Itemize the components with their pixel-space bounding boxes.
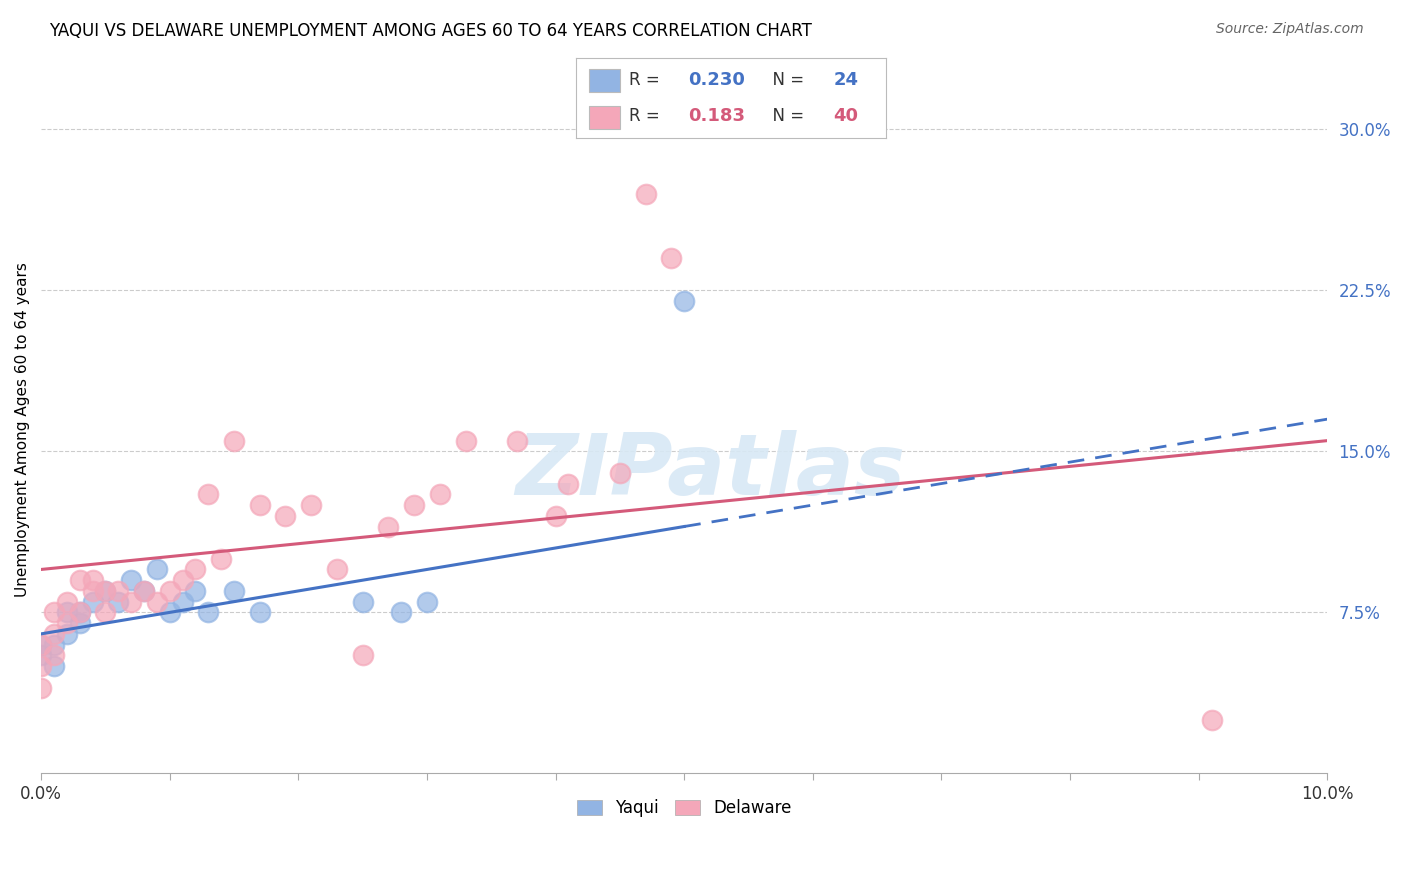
Point bbox=[30, 659, 52, 673]
Point bbox=[184, 562, 207, 576]
Point bbox=[1201, 713, 1223, 727]
Point bbox=[30, 681, 52, 695]
Point bbox=[107, 583, 129, 598]
Point bbox=[82, 595, 104, 609]
Text: Source: ZipAtlas.com: Source: ZipAtlas.com bbox=[1216, 22, 1364, 37]
Point bbox=[56, 606, 79, 620]
Point bbox=[94, 583, 117, 598]
Text: 0.230: 0.230 bbox=[688, 71, 745, 89]
Point bbox=[42, 659, 65, 673]
Point bbox=[506, 434, 529, 448]
Point bbox=[249, 498, 271, 512]
Point bbox=[107, 595, 129, 609]
Point bbox=[197, 487, 219, 501]
Text: ZIPatlas: ZIPatlas bbox=[515, 430, 905, 513]
Text: R =: R = bbox=[628, 71, 665, 89]
Point bbox=[82, 573, 104, 587]
Point bbox=[659, 251, 682, 265]
Point bbox=[132, 583, 155, 598]
Point bbox=[544, 508, 567, 523]
Point bbox=[82, 583, 104, 598]
Point bbox=[42, 606, 65, 620]
Text: N =: N = bbox=[762, 71, 810, 89]
Point bbox=[197, 606, 219, 620]
Point bbox=[42, 638, 65, 652]
Text: 0.183: 0.183 bbox=[688, 107, 745, 125]
Point bbox=[326, 562, 349, 576]
Point bbox=[404, 498, 426, 512]
Point bbox=[634, 186, 657, 201]
Point bbox=[389, 606, 412, 620]
Y-axis label: Unemployment Among Ages 60 to 64 years: Unemployment Among Ages 60 to 64 years bbox=[15, 262, 30, 598]
Text: N =: N = bbox=[762, 107, 810, 125]
Point bbox=[249, 606, 271, 620]
Point bbox=[42, 648, 65, 663]
Bar bbox=[589, 106, 620, 128]
Point bbox=[30, 638, 52, 652]
Text: 40: 40 bbox=[834, 107, 858, 125]
Text: YAQUI VS DELAWARE UNEMPLOYMENT AMONG AGES 60 TO 64 YEARS CORRELATION CHART: YAQUI VS DELAWARE UNEMPLOYMENT AMONG AGE… bbox=[49, 22, 813, 40]
Point bbox=[454, 434, 477, 448]
Point bbox=[557, 476, 579, 491]
Point bbox=[172, 595, 194, 609]
Point bbox=[132, 583, 155, 598]
Point bbox=[209, 551, 232, 566]
Point bbox=[377, 519, 399, 533]
Point bbox=[30, 638, 52, 652]
Point bbox=[94, 583, 117, 598]
Point bbox=[222, 434, 245, 448]
Point bbox=[222, 583, 245, 598]
Point bbox=[673, 294, 696, 309]
Point bbox=[146, 562, 169, 576]
Point bbox=[609, 466, 631, 480]
Point bbox=[42, 627, 65, 641]
Point bbox=[429, 487, 451, 501]
Point bbox=[56, 627, 79, 641]
Point bbox=[56, 616, 79, 631]
Point bbox=[69, 573, 91, 587]
Point bbox=[416, 595, 439, 609]
Point bbox=[172, 573, 194, 587]
Text: 24: 24 bbox=[834, 71, 858, 89]
Point bbox=[146, 595, 169, 609]
Point bbox=[274, 508, 297, 523]
Point bbox=[299, 498, 322, 512]
Point bbox=[352, 648, 374, 663]
Point bbox=[69, 616, 91, 631]
Point bbox=[120, 595, 142, 609]
Point bbox=[69, 606, 91, 620]
Point bbox=[352, 595, 374, 609]
Point bbox=[94, 606, 117, 620]
Point bbox=[159, 583, 181, 598]
Text: R =: R = bbox=[628, 107, 671, 125]
Point bbox=[30, 648, 52, 663]
Point bbox=[69, 606, 91, 620]
Point bbox=[120, 573, 142, 587]
Point bbox=[56, 595, 79, 609]
Point bbox=[184, 583, 207, 598]
Bar bbox=[589, 70, 620, 92]
Point bbox=[159, 606, 181, 620]
Legend: Yaqui, Delaware: Yaqui, Delaware bbox=[569, 792, 799, 823]
